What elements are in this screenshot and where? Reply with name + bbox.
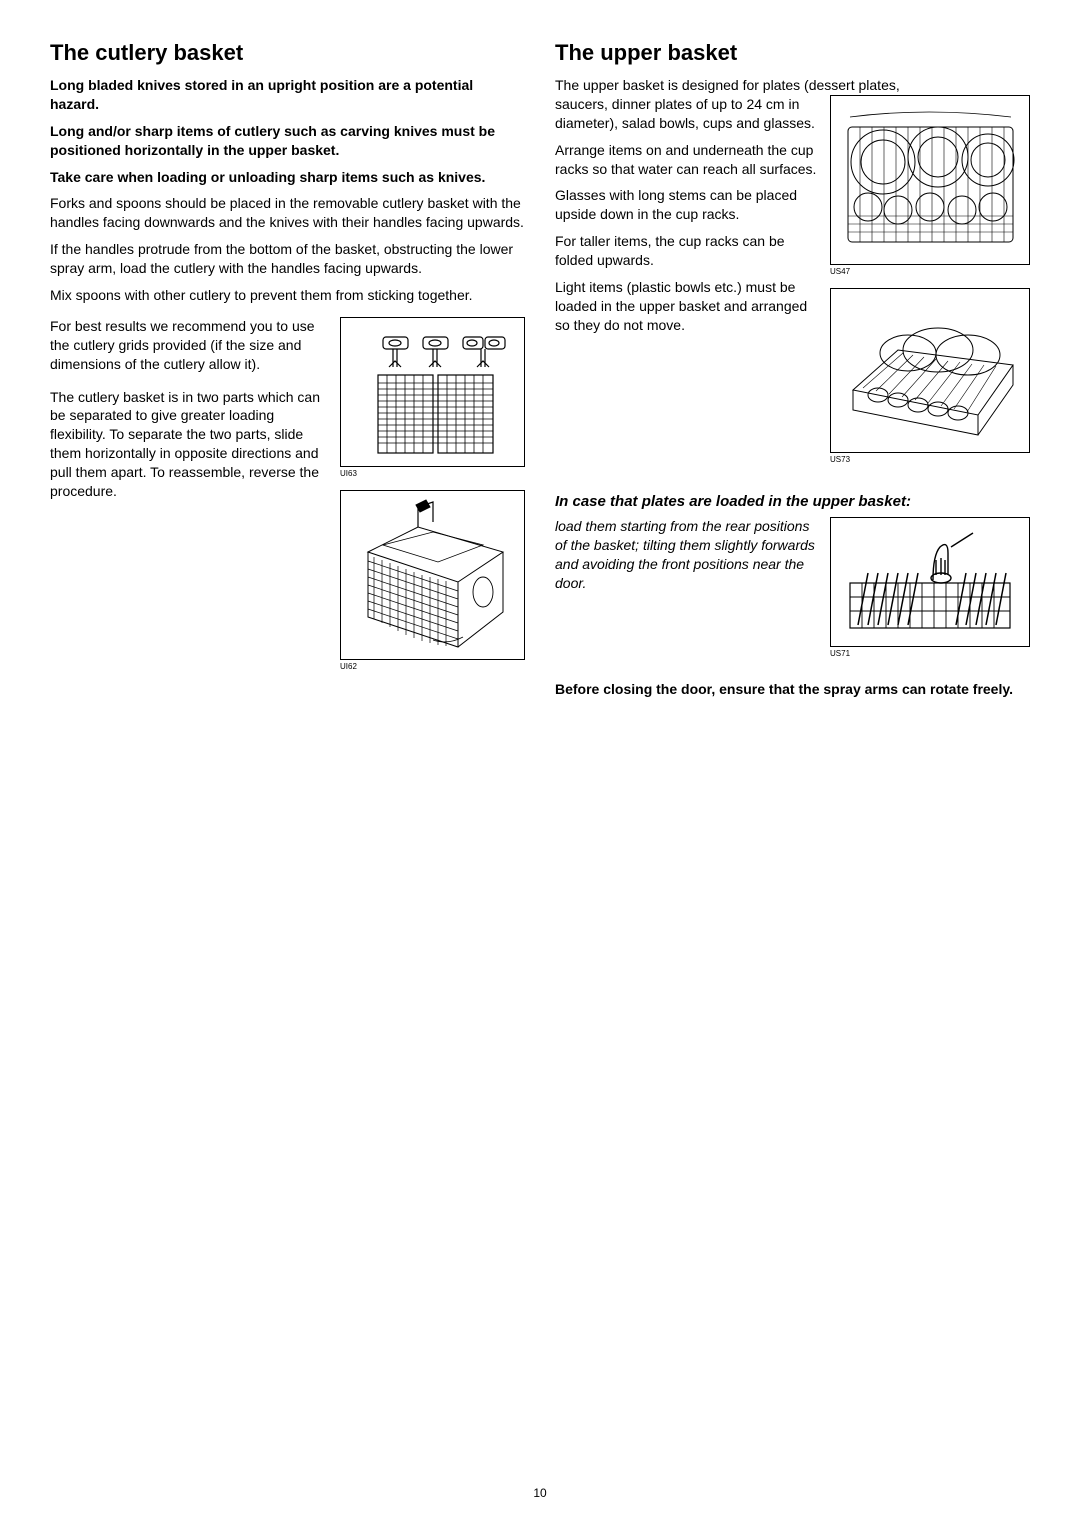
loading-plates-icon xyxy=(838,525,1023,640)
upper-para-5: Light items (plastic bowls etc.) must be… xyxy=(555,278,818,335)
right-column: The upper basket The upper basket is des… xyxy=(555,40,1030,707)
cutlery-basket-icon xyxy=(348,497,518,652)
upper-subheading: In case that plates are loaded in the up… xyxy=(555,492,1030,512)
left-column: The cutlery basket Long bladed knives st… xyxy=(50,40,525,707)
upper-para-3: Glasses with long stems can be placed up… xyxy=(555,186,818,224)
page-number: 10 xyxy=(0,1486,1080,1500)
upper-para-2: Arrange items on and underneath the cup … xyxy=(555,141,818,179)
upper-basket-top-icon xyxy=(838,102,1023,257)
figure-caption-ui63: UI63 xyxy=(340,469,525,478)
cutlery-para-3: Mix spoons with other cutlery to prevent… xyxy=(50,286,525,305)
figure-caption-us71: US71 xyxy=(830,649,1030,658)
cutlery-para-5: The cutlery basket is in two parts which… xyxy=(50,388,328,501)
upper-basket-heading: The upper basket xyxy=(555,40,1030,66)
cutlery-grid-icon xyxy=(353,327,513,457)
figure-caption-ui62: UI62 xyxy=(340,662,525,671)
warning-text-1: Long bladed knives stored in an upright … xyxy=(50,76,525,114)
cutlery-para-4: For best results we recommend you to use… xyxy=(50,317,328,374)
figure-caption-us73: US73 xyxy=(830,455,1030,464)
warning-text-2: Long and/or sharp items of cutlery such … xyxy=(50,122,525,160)
cutlery-para-2: If the handles protrude from the bottom … xyxy=(50,240,525,278)
cutlery-grid-figure xyxy=(340,317,525,467)
loading-plates-figure xyxy=(830,517,1030,647)
upper-sub-para: load them starting from the rear positio… xyxy=(555,517,818,593)
upper-para-1b: saucers, dinner plates of up to 24 cm in… xyxy=(555,95,818,133)
upper-basket-perspective-icon xyxy=(838,295,1023,445)
closing-warning: Before closing the door, ensure that the… xyxy=(555,680,1030,699)
cutlery-basket-figure xyxy=(340,490,525,660)
cutlery-basket-heading: The cutlery basket xyxy=(50,40,525,66)
cutlery-para-1: Forks and spoons should be placed in the… xyxy=(50,194,525,232)
upper-basket-perspective-figure xyxy=(830,288,1030,453)
figure-caption-us47: US47 xyxy=(830,267,1030,276)
upper-basket-top-figure xyxy=(830,95,1030,265)
upper-para-4: For taller items, the cup racks can be f… xyxy=(555,232,818,270)
upper-para-1-lead: The upper basket is designed for plates … xyxy=(555,77,900,93)
upper-para-1a: The upper basket is designed for plates … xyxy=(555,76,1030,95)
warning-text-3: Take care when loading or unloading shar… xyxy=(50,168,525,187)
